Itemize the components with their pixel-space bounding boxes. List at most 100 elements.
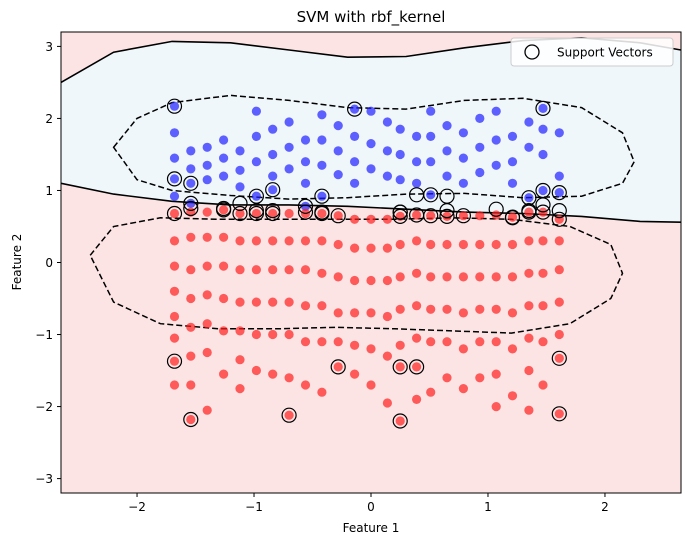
y-tick-label: 3 (45, 40, 53, 54)
blue-class-point (169, 153, 180, 163)
support-vector-marker (392, 204, 408, 220)
red-class-point (491, 239, 501, 250)
red-class-point (442, 272, 452, 282)
blue-class-point (284, 142, 294, 152)
blue-class-point (186, 164, 196, 174)
red-class-point (524, 207, 534, 217)
blue-class-point (475, 142, 485, 152)
blue-class-point (251, 106, 261, 116)
blue-class-point (395, 149, 405, 160)
red-class-point (219, 326, 229, 336)
blue-class-point (186, 198, 196, 208)
red-class-point (426, 337, 436, 347)
red-class-point (554, 329, 564, 340)
blue-class-point (491, 135, 501, 145)
red-class-point (395, 416, 405, 426)
red-class-point (382, 214, 392, 224)
support-vector-marker (183, 175, 199, 191)
red-class-point (395, 304, 405, 314)
blue-class-point (507, 131, 518, 141)
red-class-point (382, 351, 392, 361)
support-vector-markers (166, 98, 567, 429)
red-class-point (202, 232, 212, 242)
red-class-point (186, 322, 196, 332)
legend-label-support-vectors: Support Vectors (557, 46, 653, 60)
red-class-point (219, 261, 229, 271)
support-vector-marker (439, 208, 455, 224)
red-class-point (251, 236, 261, 246)
red-class-point (317, 208, 327, 219)
red-class-point (524, 333, 534, 343)
support-vector-marker (232, 205, 248, 222)
support-vector-marker (265, 182, 281, 198)
blue-class-point (317, 135, 327, 145)
blue-class-point (412, 131, 422, 141)
red-class-point (350, 275, 360, 286)
blue-class-point (382, 117, 392, 127)
red-class-point (382, 275, 392, 286)
red-class-point (412, 362, 422, 372)
support-vector-marker (551, 211, 567, 227)
blue-class-point (186, 146, 196, 156)
blue-class-point (426, 190, 436, 200)
support-vector-marker (551, 203, 567, 219)
red-class-point (382, 243, 392, 253)
blue-class-point (202, 142, 212, 152)
x-tick-label: −1 (245, 500, 263, 514)
support-vector-marker (248, 205, 264, 222)
red-class-point (524, 268, 534, 278)
blue-class-point (333, 146, 343, 156)
red-class-point (524, 236, 534, 246)
red-class-point (491, 304, 501, 314)
red-class-point (235, 326, 245, 336)
blue-class-point (395, 124, 405, 134)
red-class-point (300, 265, 311, 275)
red-class-point (202, 207, 212, 217)
red-class-point (491, 402, 501, 412)
red-class-point (412, 268, 422, 278)
blue-class-point (412, 157, 422, 167)
blue-class-point (426, 157, 436, 167)
red-class-point (442, 304, 452, 314)
support-vector-marker (409, 359, 425, 375)
red-class-point (412, 236, 422, 246)
blue-class-point (491, 106, 501, 116)
red-class-point (412, 301, 422, 311)
red-class-point (333, 272, 343, 282)
blue-class-point (538, 124, 548, 134)
red-class-point (382, 398, 392, 408)
x-tick-label: −2 (128, 500, 146, 514)
support-vector-marker (535, 100, 551, 117)
blue-class-point (251, 191, 261, 201)
blue-class-point (169, 191, 180, 201)
red-class-point (186, 232, 196, 242)
support-vector-marker (535, 204, 551, 220)
red-class-point (538, 301, 548, 311)
red-class-point (350, 340, 360, 350)
blue-class-point (524, 117, 534, 127)
support-vector-marker (551, 350, 567, 366)
red-class-point (268, 369, 278, 379)
support-vector-marker (166, 205, 183, 222)
red-class-point (333, 239, 343, 250)
red-class-point (202, 319, 212, 329)
red-class-point (458, 239, 468, 250)
y-axis: −3 −2 −1 0 1 2 3 (35, 40, 61, 486)
red-class-point (554, 214, 564, 224)
blue-class-point (554, 171, 564, 181)
red-class-point (268, 297, 278, 307)
red-class-point (350, 214, 360, 224)
red-class-point (235, 236, 245, 246)
red-class-point (475, 304, 485, 314)
red-class-point (366, 214, 376, 224)
red-class-point (524, 301, 534, 311)
blue-class-point (300, 157, 311, 167)
decision-regions (61, 32, 681, 493)
blue-class-point (350, 131, 360, 141)
chart-title: SVM with rbf_kernel (297, 8, 446, 27)
red-class-point (169, 311, 180, 322)
red-class-point (442, 337, 452, 347)
red-class-point (412, 210, 422, 220)
